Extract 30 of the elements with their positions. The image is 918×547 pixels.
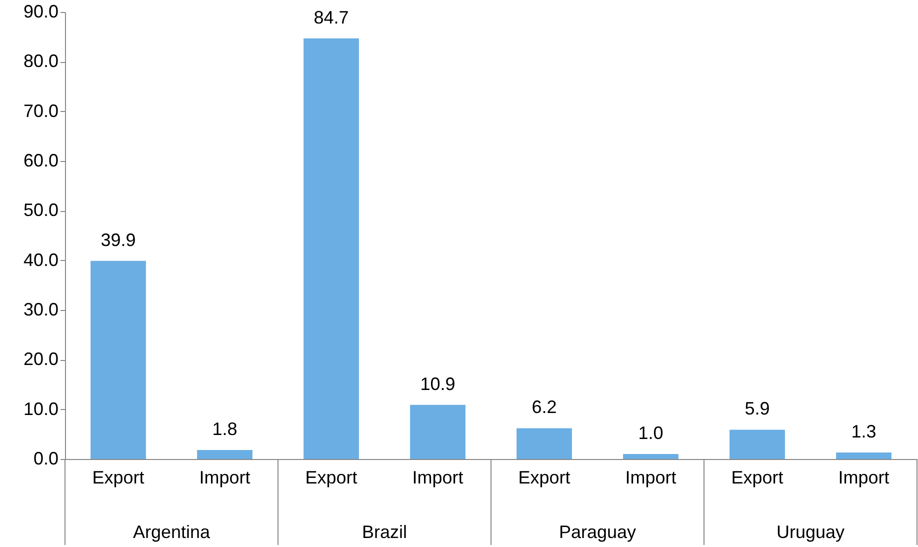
text: Uruguay (776, 522, 845, 542)
data-label: 39.9 (100, 230, 136, 250)
data-label: 1.8 (212, 419, 238, 440)
x-tick-label: Export (518, 468, 570, 488)
x-tick-label: Export (92, 468, 144, 488)
y-tick-label: 90.0 (23, 2, 58, 22)
y-tick-label: 10.0 (23, 398, 58, 419)
y-tick-label: 60.0 (23, 150, 58, 170)
y-tick-label: 80.0 (23, 51, 58, 72)
x-tick-label: Export (731, 468, 784, 488)
y-tick-label: 70.0 (23, 100, 58, 121)
data-label: 1.3 (851, 422, 876, 442)
data-label: 1.0 (638, 423, 664, 444)
y-tick-label: 30.0 (23, 300, 58, 320)
data-label: 6.2 (532, 397, 557, 418)
x-tick-label: Import (199, 468, 250, 488)
data-label: 84.7 (314, 7, 349, 28)
y-tick-label: 0.0 (33, 448, 58, 468)
y-tick-label: 40.0 (23, 250, 58, 270)
text: Paraguay (558, 522, 636, 542)
x-tick-label: Import (412, 468, 464, 488)
x-tick-label: Import (838, 468, 890, 488)
y-tick-label: 20.0 (23, 349, 58, 370)
text: Brazil (362, 522, 408, 542)
data-label: 10.9 (420, 374, 456, 394)
data-label: 5.9 (744, 398, 770, 419)
text: Argentina (132, 522, 212, 542)
x-tick-label: Import (625, 468, 676, 488)
y-tick-label: 50.0 (23, 200, 58, 220)
x-tick-label: Export (305, 468, 358, 488)
